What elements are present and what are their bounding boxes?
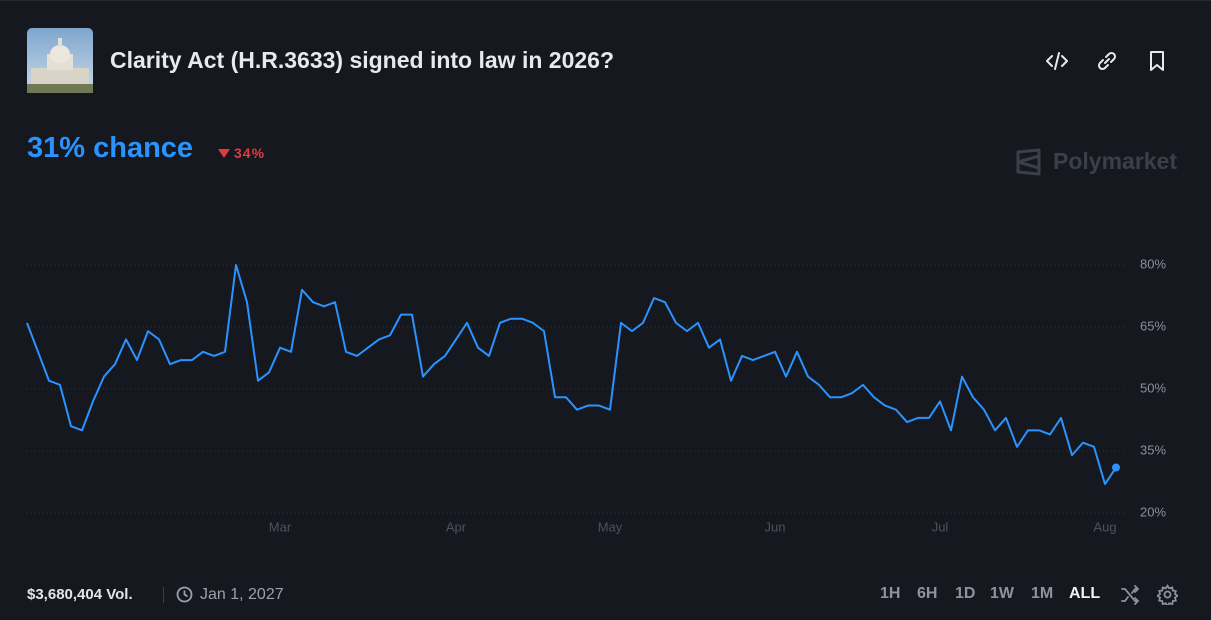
x-tick-label: Jul	[932, 519, 949, 534]
market-title: Clarity Act (H.R.3633) signed into law i…	[110, 47, 615, 73]
market-image	[27, 28, 93, 93]
chance: 31% chance	[27, 132, 194, 164]
range-button[interactable]: 1W	[990, 585, 1014, 602]
y-tick-label: 50%	[1140, 380, 1166, 395]
separator	[163, 587, 164, 603]
down-arrow	[218, 149, 230, 158]
y-tick-label: 80%	[1140, 256, 1166, 271]
bookmark-button[interactable]	[1146, 50, 1168, 72]
x-tick-label: Mar	[269, 519, 292, 534]
range-button[interactable]: 1M	[1031, 585, 1054, 602]
range-button[interactable]: ALL	[1069, 585, 1101, 602]
end-date: Jan 1, 2027	[200, 586, 284, 603]
range-button[interactable]: 1H	[880, 585, 901, 602]
change: 34%	[234, 145, 266, 161]
shuffle-button[interactable]	[1120, 585, 1140, 605]
x-tick-label: Aug	[1093, 519, 1116, 534]
x-tick-label: Apr	[446, 519, 467, 534]
brand-logo	[1016, 148, 1041, 176]
y-tick-label: 20%	[1140, 504, 1166, 519]
clock-icon	[176, 586, 193, 603]
range-button[interactable]: 1D	[955, 585, 976, 602]
x-tick-label: Jun	[765, 519, 786, 534]
range-button[interactable]: 6H	[917, 585, 938, 602]
x-tick-label: May	[598, 519, 623, 534]
link-button[interactable]	[1096, 50, 1118, 72]
y-tick-label: 35%	[1140, 442, 1166, 457]
price-line	[26, 263, 1117, 486]
last-point	[1112, 463, 1120, 472]
volume: $3,680,404 Vol.	[27, 586, 133, 603]
y-tick-label: 65%	[1140, 318, 1166, 333]
embed-button[interactable]	[1046, 50, 1068, 72]
brand: Polymarket	[1053, 148, 1178, 174]
settings-button[interactable]	[1157, 584, 1178, 605]
